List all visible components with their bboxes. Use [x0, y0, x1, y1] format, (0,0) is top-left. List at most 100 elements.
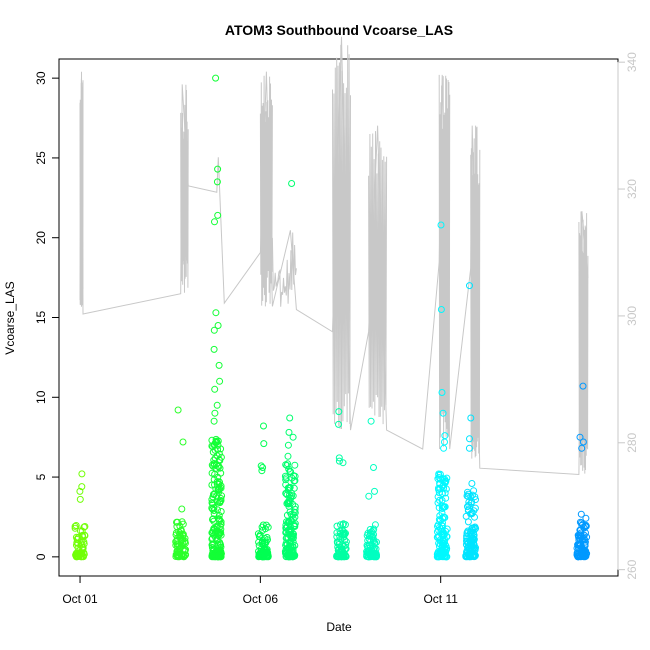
data-point — [214, 322, 222, 329]
data-point — [582, 514, 590, 522]
data-point — [285, 428, 293, 436]
secondary-tick-label: 260 — [625, 559, 639, 579]
data-point — [338, 552, 345, 560]
data-point — [172, 531, 180, 539]
data-point — [575, 545, 582, 552]
data-point — [464, 490, 472, 498]
y-tick-label: 25 — [34, 151, 48, 165]
data-point — [582, 529, 589, 537]
data-point — [464, 503, 471, 511]
data-point — [218, 492, 226, 500]
data-point — [72, 533, 80, 541]
data-point — [262, 521, 270, 529]
right-axis: 260 280 300 320 340 — [617, 52, 639, 580]
data-point — [289, 534, 297, 542]
data-point — [214, 441, 222, 449]
data-point — [468, 509, 476, 516]
data-point — [213, 452, 221, 460]
data-point — [211, 409, 219, 417]
data-point — [370, 464, 377, 471]
data-point — [282, 546, 290, 553]
data-point — [470, 533, 478, 541]
secondary-line-layer — [79, 36, 589, 476]
data-point — [468, 542, 476, 550]
data-point — [434, 493, 442, 501]
data-point — [436, 512, 444, 520]
data-point — [467, 553, 475, 561]
y-tick-label: 5 — [34, 473, 48, 480]
data-point — [284, 441, 292, 449]
data-point — [467, 414, 475, 422]
x-axis-label: Date — [326, 620, 352, 634]
data-point — [173, 540, 181, 548]
data-point — [214, 165, 222, 173]
data-point — [208, 553, 216, 561]
data-point — [435, 526, 443, 534]
data-point — [441, 514, 448, 521]
data-point — [438, 389, 446, 396]
data-point — [282, 524, 290, 532]
data-point — [371, 487, 378, 495]
data-point — [341, 536, 349, 544]
data-point — [217, 482, 225, 490]
data-point — [470, 487, 478, 495]
data-point — [335, 454, 343, 462]
data-point — [217, 520, 225, 528]
data-point — [259, 521, 267, 529]
data-point — [333, 533, 341, 541]
data-point — [288, 180, 296, 187]
data-point — [340, 520, 347, 528]
data-point — [462, 552, 470, 560]
secondary-series-trace — [79, 79, 84, 307]
data-point — [466, 282, 473, 290]
x-tick-label: Oct 11 — [423, 592, 458, 606]
data-point — [581, 553, 589, 561]
y-tick-label: 10 — [34, 390, 48, 404]
data-point — [210, 345, 218, 353]
data-point — [80, 540, 88, 548]
data-point — [369, 535, 377, 543]
data-point — [215, 450, 223, 458]
data-point — [179, 438, 187, 446]
data-point — [575, 532, 583, 540]
secondary-series-trace — [259, 75, 273, 307]
data-point — [282, 481, 290, 489]
data-point — [283, 511, 291, 519]
data-point — [71, 522, 79, 530]
y-tick-label: 30 — [34, 71, 48, 85]
data-point — [282, 490, 290, 498]
data-point — [284, 460, 292, 468]
data-point — [78, 483, 86, 491]
data-point — [291, 503, 299, 511]
data-point — [472, 496, 479, 504]
data-point — [174, 406, 182, 414]
data-point — [81, 523, 89, 530]
data-point — [578, 444, 586, 452]
data-point — [173, 523, 181, 531]
data-point — [286, 414, 294, 422]
data-point — [258, 467, 266, 475]
chart-title: ATOM3 Southbound Vcoarse_LAS — [225, 22, 453, 38]
data-point — [465, 444, 473, 452]
data-point — [365, 541, 373, 549]
data-point — [291, 542, 299, 549]
data-point — [365, 492, 373, 500]
data-point — [213, 401, 221, 409]
data-point — [284, 499, 292, 507]
data-point — [263, 548, 271, 556]
secondary-series-trace — [470, 125, 481, 459]
y-axis-label: Vcoarse_LAS — [3, 281, 17, 354]
data-point — [433, 528, 441, 536]
data-point — [259, 541, 267, 548]
data-point — [208, 544, 216, 551]
data-point — [581, 536, 589, 544]
data-point — [264, 552, 272, 560]
data-point — [577, 510, 585, 518]
data-point — [260, 440, 268, 448]
data-point — [442, 494, 450, 502]
data-point — [435, 470, 443, 478]
data-point — [178, 518, 186, 526]
data-point — [217, 543, 225, 551]
data-point — [579, 438, 587, 446]
